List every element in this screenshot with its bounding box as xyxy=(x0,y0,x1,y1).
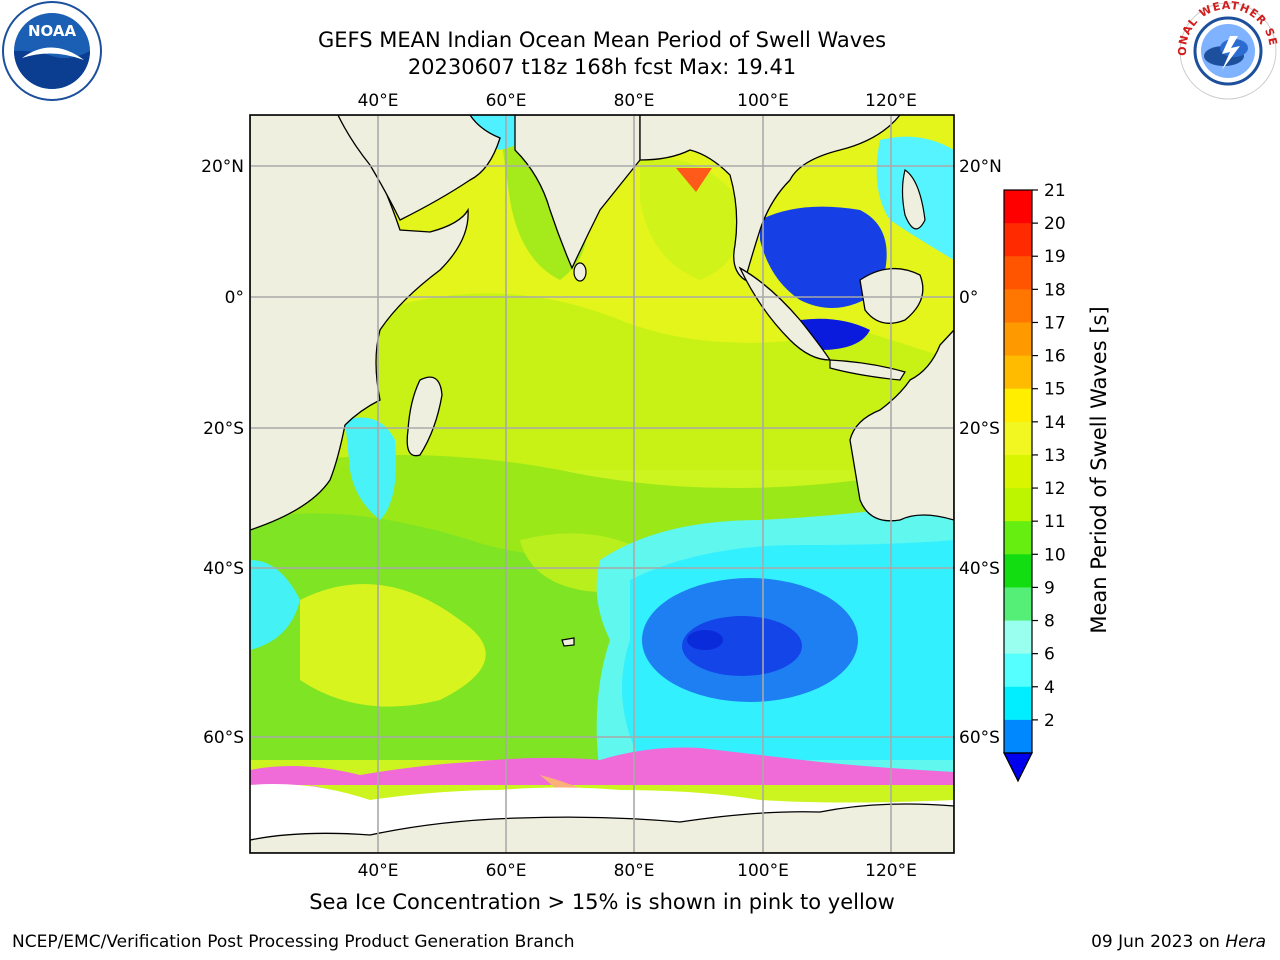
footer-date-text: 09 Jun 2023 on xyxy=(1091,932,1226,952)
madagascar-land xyxy=(406,376,443,457)
colorbar-segment xyxy=(1004,256,1032,290)
colorbar-extend-arrow xyxy=(1003,752,1033,783)
footer-machine: Hera xyxy=(1225,932,1266,952)
lat-tick-right: 20°S xyxy=(959,419,1000,439)
lon-tick-top: 40°E xyxy=(358,91,399,111)
footer-credit: NCEP/EMC/Verification Post Processing Pr… xyxy=(12,932,575,952)
lat-tick-right: 40°S xyxy=(959,559,1000,579)
antarctica-land xyxy=(250,803,954,853)
sea-ice-edge xyxy=(250,747,954,785)
noaa-logo-text: NOAA xyxy=(28,22,77,40)
map-panel xyxy=(250,115,954,853)
indonesian-seas xyxy=(760,206,887,308)
colorbar-segment xyxy=(1004,653,1032,688)
lon-tick-bottom: 120°E xyxy=(865,861,917,881)
lon-tick-top: 120°E xyxy=(865,91,917,111)
colorbar-tick-label: 20 xyxy=(1044,214,1066,234)
colorbar-tick-label: 10 xyxy=(1044,545,1066,565)
lon-tick-bottom: 100°E xyxy=(737,861,789,881)
colorbar-tick-label: 13 xyxy=(1044,446,1066,466)
colorbar-tick-label: 2 xyxy=(1044,711,1055,731)
lat-tick-right: 20°N xyxy=(959,157,1002,177)
colorbar-tick-label: 17 xyxy=(1044,313,1066,333)
map-title: GEFS MEAN Indian Ocean Mean Period of Sw… xyxy=(317,28,887,52)
lon-tick-bottom: 80°E xyxy=(614,861,655,881)
lat-tick-left: 40°S xyxy=(203,559,244,579)
lat-tick-left: 20°N xyxy=(201,157,244,177)
lat-tick-right: 0° xyxy=(959,288,978,308)
colorbar-tick-label: 12 xyxy=(1044,479,1066,499)
lat-tick-left: 60°S xyxy=(203,728,244,748)
colorbar-tick-label: 11 xyxy=(1044,512,1066,532)
nws-logo-icon: NATIONAL WEATHER SERVICE xyxy=(1176,0,1279,100)
colorbar-title: Mean Period of Swell Waves [s] xyxy=(1087,306,1111,633)
se-asia-land xyxy=(639,115,901,282)
colorbar-tick-label: 6 xyxy=(1044,645,1055,665)
colorbar-segment xyxy=(1004,620,1032,655)
colorbar-tick-label: 4 xyxy=(1044,678,1055,698)
colorbar-segment xyxy=(1004,388,1032,423)
colorbar-tick-label: 19 xyxy=(1044,247,1066,267)
colorbar-tick-label: 14 xyxy=(1044,413,1066,433)
colorbar-tick-label: 16 xyxy=(1044,347,1066,367)
map-frame xyxy=(249,114,955,854)
lat-tick-right: 60°S xyxy=(959,728,1000,748)
lon-tick-top: 60°E xyxy=(486,91,527,111)
colorbar-tick-label: 9 xyxy=(1044,578,1055,598)
lat-tick-left: 20°S xyxy=(203,419,244,439)
lon-tick-bottom: 40°E xyxy=(358,861,399,881)
colorbar-segment xyxy=(1004,223,1032,257)
lat-tick-left: 0° xyxy=(225,288,244,308)
noaa-logo-icon: NOAA xyxy=(2,1,102,101)
colorbar-segment xyxy=(1004,454,1032,489)
max-period-cell xyxy=(676,168,712,192)
map-subtitle: 20230607 t18z 168h fcst Max: 19.41 xyxy=(407,55,797,79)
colorbar-segment xyxy=(1004,421,1032,456)
lon-tick-top: 100°E xyxy=(737,91,789,111)
graticule xyxy=(250,115,954,853)
india-land xyxy=(514,115,641,270)
colorbar-segment xyxy=(1004,587,1032,622)
colorbar-segment xyxy=(1004,289,1032,323)
colorbar-segment xyxy=(1004,554,1032,588)
colorbar xyxy=(1003,189,1038,783)
footer-date: 09 Jun 2023 on Hera xyxy=(1091,932,1266,952)
colorbar-tick-label: 18 xyxy=(1044,280,1066,300)
lon-tick-top: 80°E xyxy=(614,91,655,111)
colorbar-frame xyxy=(1003,189,1033,754)
colorbar-segment xyxy=(1004,322,1032,357)
sea-ice-note: Sea Ice Concentration > 15% is shown in … xyxy=(309,890,895,914)
colorbar-tick-label: 21 xyxy=(1044,181,1066,201)
colorbar-segment xyxy=(1004,686,1032,721)
colorbar-segment xyxy=(1004,488,1032,522)
colorbar-tick-label: 15 xyxy=(1044,380,1066,400)
colorbar-segment xyxy=(1004,190,1032,224)
colorbar-tick-label: 8 xyxy=(1044,612,1055,632)
lon-tick-bottom: 60°E xyxy=(486,861,527,881)
colorbar-segment xyxy=(1004,521,1032,555)
colorbar-segment xyxy=(1004,355,1032,390)
colorbar-segment xyxy=(1004,719,1032,754)
australia-land xyxy=(849,300,954,522)
